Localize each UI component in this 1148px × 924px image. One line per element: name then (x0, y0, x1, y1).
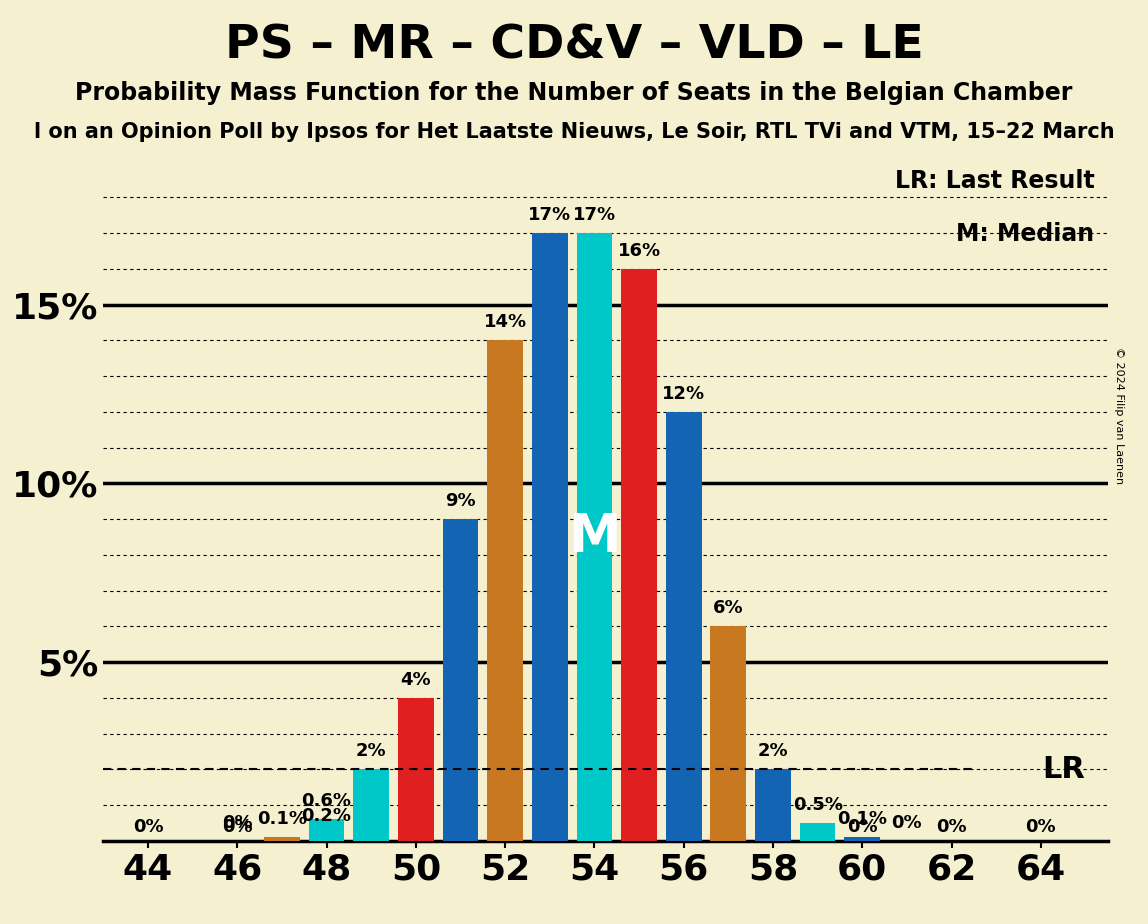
Text: l on an Opinion Poll by Ipsos for Het Laatste Nieuws, Le Soir, RTL TVi and VTM, : l on an Opinion Poll by Ipsos for Het La… (33, 122, 1115, 142)
Text: 2%: 2% (758, 742, 789, 760)
Text: 0.2%: 0.2% (302, 807, 351, 825)
Text: 14%: 14% (483, 313, 527, 332)
Text: PS – MR – CD&V – VLD – LE: PS – MR – CD&V – VLD – LE (225, 23, 923, 68)
Bar (309, 833, 344, 841)
Bar (800, 823, 836, 841)
Text: 0%: 0% (847, 819, 877, 836)
Text: 0%: 0% (892, 814, 922, 832)
Bar (398, 698, 434, 841)
Text: 0.1%: 0.1% (837, 810, 887, 828)
Text: 0.6%: 0.6% (302, 793, 351, 810)
Text: 0%: 0% (937, 819, 967, 836)
Bar (354, 770, 389, 841)
Text: 16%: 16% (618, 242, 660, 260)
Bar (711, 626, 746, 841)
Text: © 2024 Filip van Laenen: © 2024 Filip van Laenen (1115, 347, 1124, 484)
Bar (532, 233, 567, 841)
Text: M: M (568, 511, 621, 563)
Text: 0.1%: 0.1% (257, 810, 307, 828)
Text: 17%: 17% (573, 206, 616, 225)
Bar (487, 340, 523, 841)
Text: 0%: 0% (222, 814, 253, 832)
Bar (666, 412, 701, 841)
Text: 17%: 17% (528, 206, 572, 225)
Text: LR: Last Result: LR: Last Result (894, 169, 1094, 193)
Text: 0%: 0% (1025, 819, 1056, 836)
Text: 0%: 0% (222, 819, 253, 836)
Bar (309, 833, 344, 841)
Bar (264, 837, 300, 841)
Text: 2%: 2% (356, 742, 387, 760)
Bar (443, 519, 479, 841)
Bar (576, 233, 612, 841)
Text: M: Median: M: Median (956, 223, 1094, 247)
Bar (845, 837, 881, 841)
Bar (755, 770, 791, 841)
Bar (309, 820, 344, 841)
Text: 0%: 0% (133, 819, 163, 836)
Bar (621, 269, 657, 841)
Text: 6%: 6% (713, 600, 744, 617)
Text: 0.5%: 0.5% (792, 796, 843, 814)
Text: Probability Mass Function for the Number of Seats in the Belgian Chamber: Probability Mass Function for the Number… (76, 81, 1072, 105)
Text: 4%: 4% (401, 671, 432, 689)
Text: 12%: 12% (662, 385, 705, 403)
Text: LR: LR (1042, 755, 1086, 784)
Text: 9%: 9% (445, 492, 475, 510)
